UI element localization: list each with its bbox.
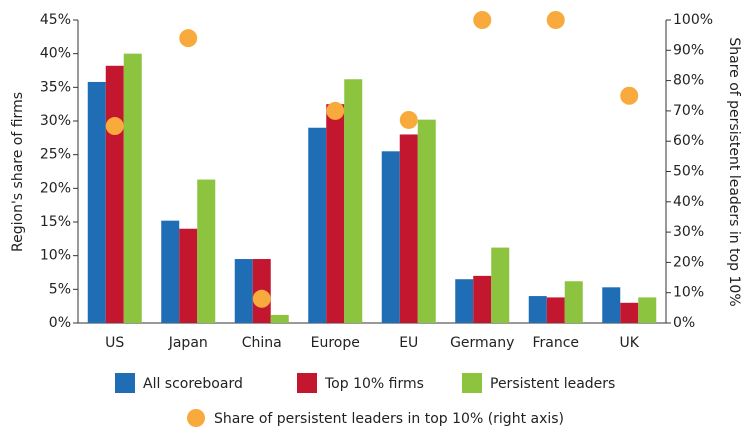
dot [546, 11, 565, 29]
bar [234, 259, 253, 323]
bar [564, 281, 583, 323]
y-tick-label: 20% [40, 180, 71, 196]
x-tick-label: France [532, 335, 579, 351]
bar [123, 53, 142, 324]
y2-tick-label: 90% [673, 42, 704, 58]
bar [528, 296, 547, 323]
bar [491, 247, 510, 323]
y-tick-label: 35% [40, 79, 71, 95]
y-tick-label: 25% [40, 147, 71, 163]
x-tick-label: Germany [450, 335, 514, 351]
bar [179, 228, 198, 323]
dot [179, 29, 198, 48]
x-tick-label: China [242, 335, 282, 351]
x-tick-label: Europe [311, 335, 360, 351]
x-tick-label: US [105, 335, 124, 351]
y-tick-label: 0% [49, 315, 71, 331]
bar [105, 65, 124, 323]
y-tick-label: 5% [49, 281, 71, 297]
legend-label: All scoreboard [143, 376, 243, 392]
y2-tick-label: 70% [673, 103, 704, 119]
y2-tick-label: 50% [673, 164, 704, 180]
y2-tick-label: 40% [673, 194, 704, 210]
y2-tick-label: 20% [673, 254, 704, 270]
bar [473, 275, 492, 323]
bar [161, 220, 180, 323]
y-axis-label: Region's share of firms [10, 92, 26, 252]
legend-swatch [462, 373, 482, 393]
x-tick-label: Japan [168, 335, 208, 351]
dot [473, 11, 492, 29]
bar [308, 127, 327, 323]
bar [197, 179, 216, 323]
dot [399, 110, 418, 129]
y-tick-label: 30% [40, 113, 71, 129]
bar [546, 297, 565, 323]
y2-tick-label: 10% [673, 285, 704, 301]
y-tick-label: 10% [40, 248, 71, 264]
bar [620, 302, 639, 323]
legend-swatch [115, 373, 135, 393]
y2-tick-label: 80% [673, 73, 704, 89]
y-tick-label: 15% [40, 214, 71, 230]
y2-axis-label: Share of persistent leaders in top 10% [726, 37, 742, 306]
x-tick-label: UK [620, 335, 640, 351]
bar [417, 119, 436, 323]
legend-label: Persistent leaders [490, 376, 615, 392]
y2-tick-label: 30% [673, 224, 704, 240]
legend-swatch [187, 409, 205, 427]
bar [602, 287, 621, 323]
bar [270, 314, 289, 323]
dot [252, 289, 271, 308]
bar [638, 297, 657, 323]
bar [326, 104, 345, 324]
y2-tick-label: 60% [673, 133, 704, 149]
bar [399, 134, 418, 323]
bar [344, 79, 363, 324]
y-tick-label: 45% [40, 12, 71, 28]
legend-swatch [297, 373, 317, 393]
x-tick-label: EU [399, 335, 418, 351]
bar [87, 81, 106, 324]
legend-label: Share of persistent leaders in top 10% (… [214, 411, 564, 427]
y2-tick-label: 0% [673, 315, 695, 331]
dot [105, 117, 124, 136]
dot [326, 101, 345, 120]
legend-label: Top 10% firms [324, 376, 424, 392]
dot [620, 86, 639, 105]
y2-tick-label: 100% [673, 12, 713, 28]
bar [381, 151, 400, 323]
y-tick-label: 40% [40, 46, 71, 62]
bar [455, 279, 474, 323]
